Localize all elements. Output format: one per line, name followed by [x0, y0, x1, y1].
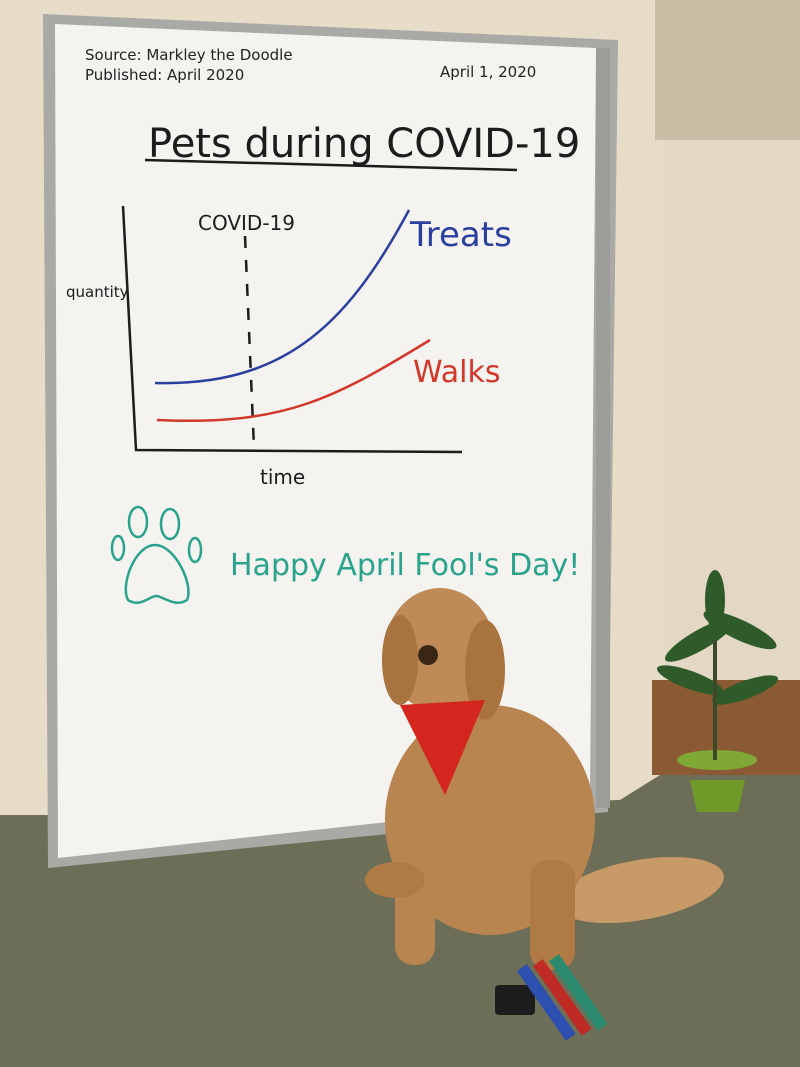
markers: [495, 954, 608, 1041]
date: April 1, 2020: [440, 63, 536, 81]
covid-marker-line: [243, 235, 256, 449]
published: Published: April 2020: [85, 66, 244, 84]
plant-leaves: [656, 570, 779, 760]
title: Pets during COVID-19: [148, 121, 580, 167]
title-underline: [144, 158, 518, 172]
plant-pot: [690, 780, 745, 812]
walks-curve: [156, 338, 431, 422]
treats-curve: [154, 209, 411, 385]
dog: [365, 588, 724, 970]
marker-label: COVID-19: [198, 211, 295, 235]
doorway-wall: [665, 140, 800, 680]
paw-print: [110, 505, 203, 604]
board-edge: [596, 48, 610, 808]
axes: [121, 205, 463, 454]
series-label: Treats: [409, 215, 512, 255]
y-axis-label: quantity: [66, 283, 129, 301]
message: Happy April Fool's Day!: [230, 548, 580, 583]
ceiling-shadow: [655, 0, 800, 140]
series-label: Walks: [413, 355, 500, 390]
source: Source: Markley the Doodle: [85, 46, 293, 64]
x-axis-label: time: [260, 465, 305, 489]
